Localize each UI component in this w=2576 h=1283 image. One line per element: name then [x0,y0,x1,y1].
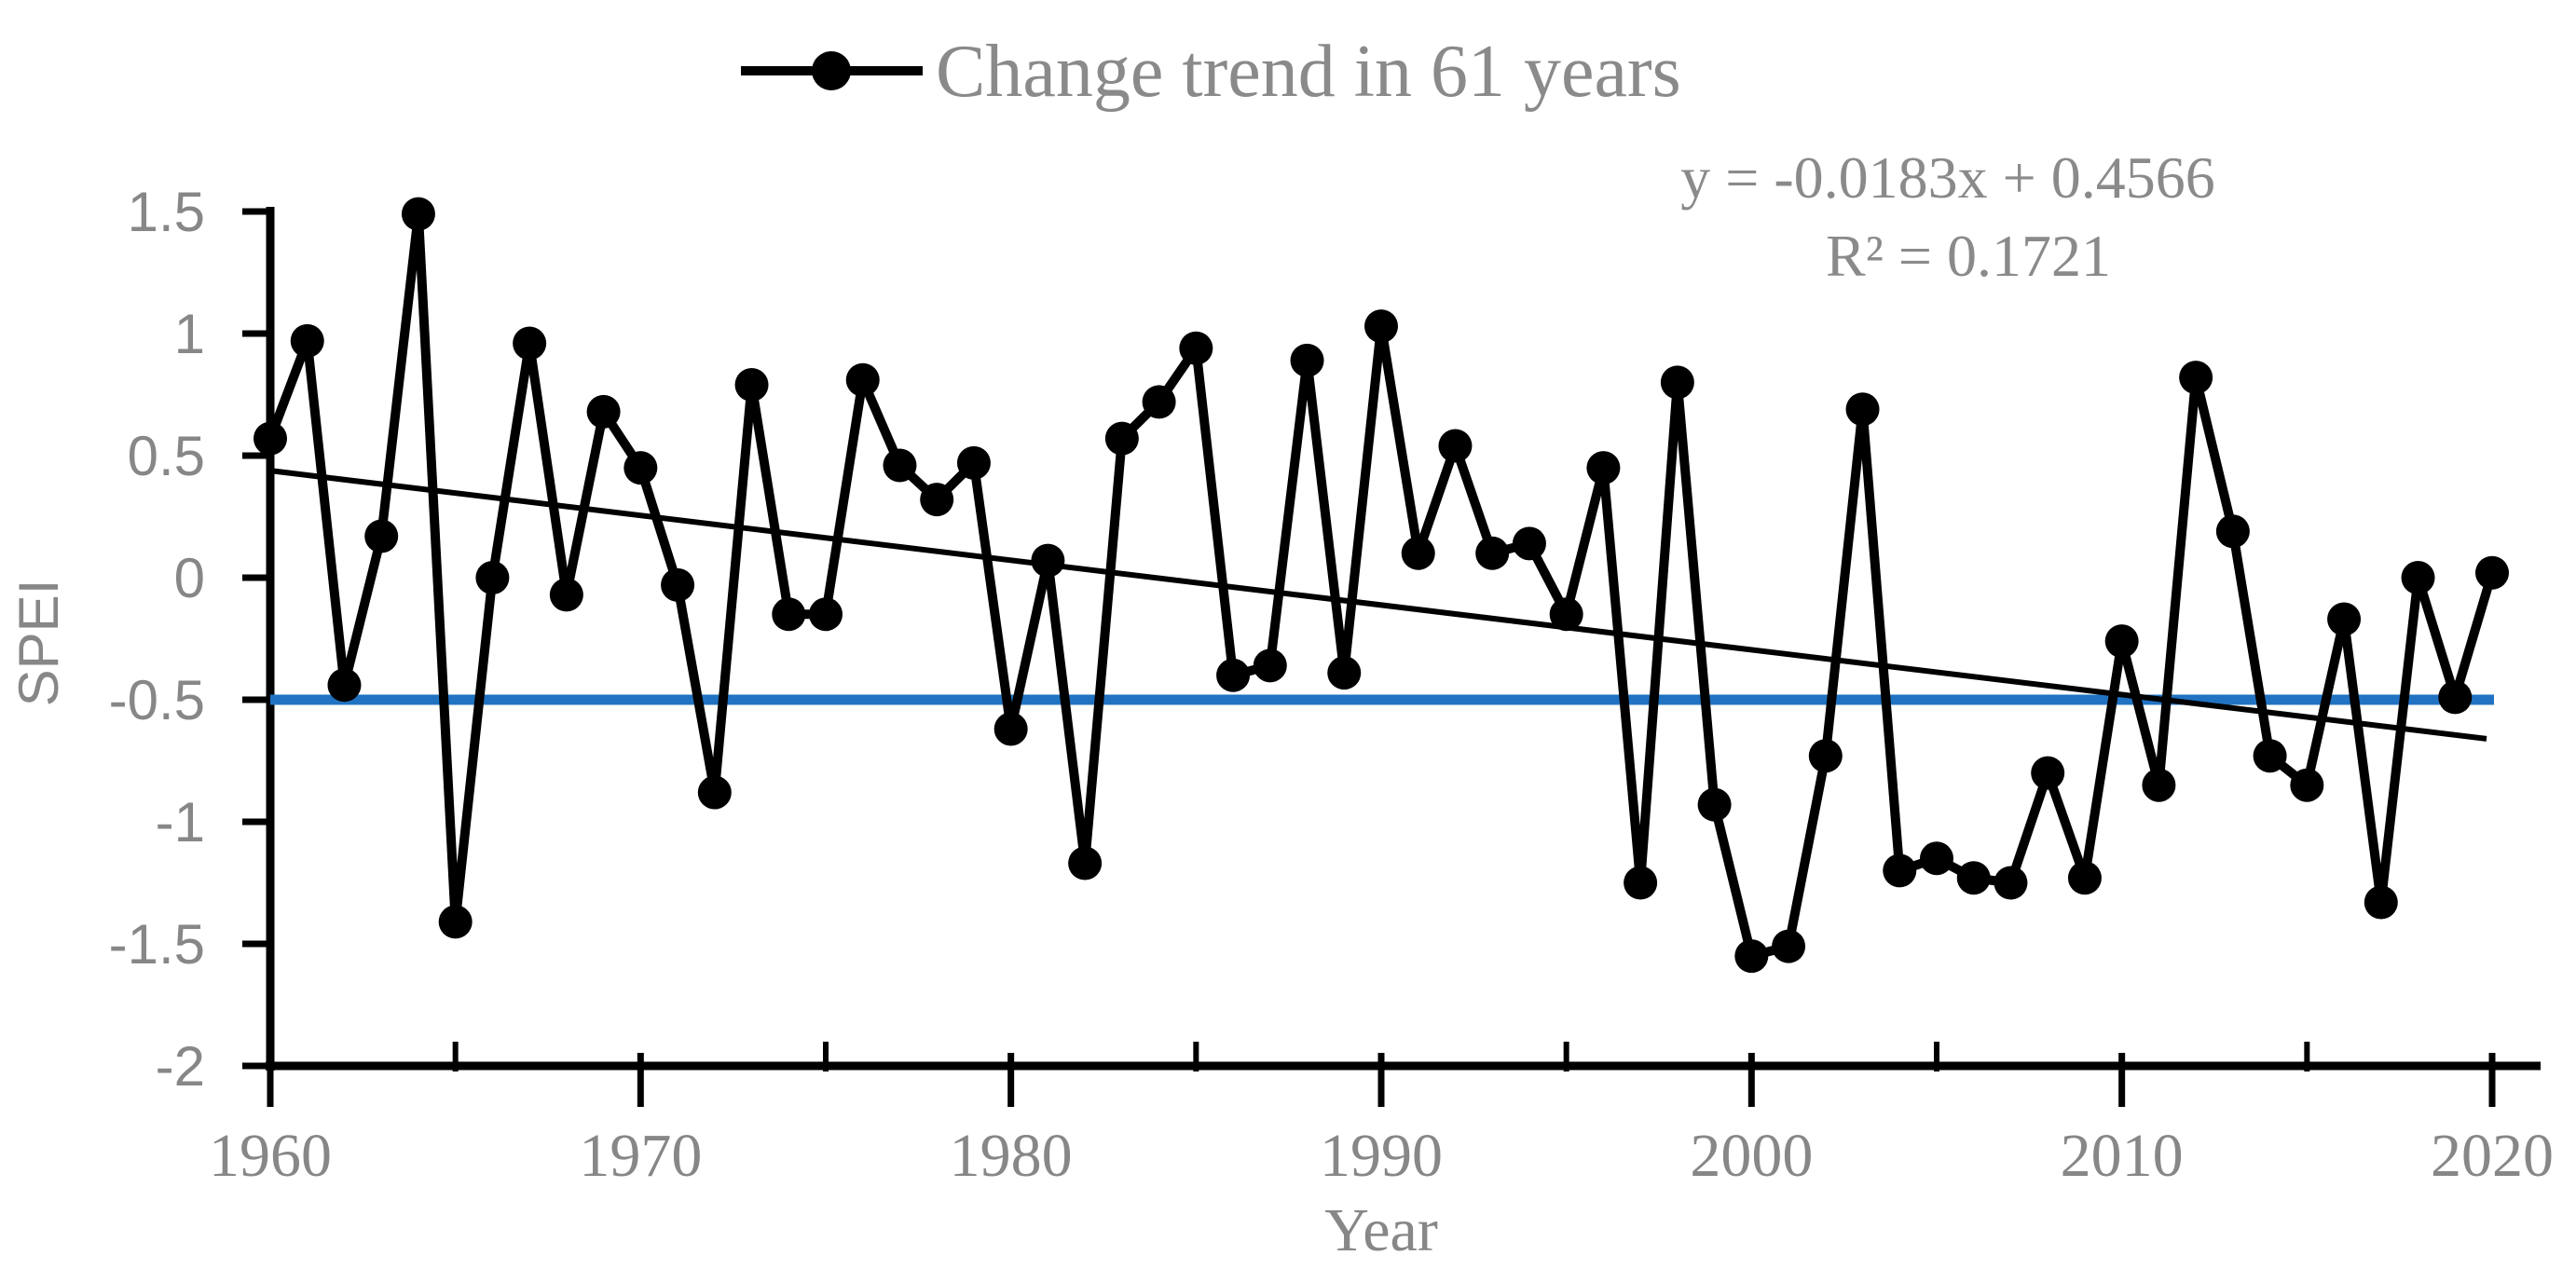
data-point-marker [1956,861,1991,895]
y-tick-label: 1 [174,303,205,365]
data-point-marker [1104,421,1139,456]
r-squared-text: R² = 0.1721 [1826,223,2111,289]
trend-equation-text: y = -0.0183x + 0.4566 [1680,144,2215,211]
legend: Change trend in 61 years [741,31,1681,113]
data-point-marker [1290,343,1324,377]
y-tick-label: -1.5 [109,913,205,976]
data-point-marker [772,597,806,632]
data-point-marker [2031,756,2065,790]
x-tick-label: 1970 [579,1122,702,1190]
data-point-marker [1512,526,1546,561]
data-point-marker [1808,739,1843,773]
data-point-marker [1401,536,1435,570]
data-point-marker [956,445,991,480]
data-point-marker [1920,841,1953,876]
data-point-marker [993,712,1028,746]
data-point-marker [845,362,880,397]
data-point-marker [1660,365,1694,400]
y-tick-label: -0.5 [109,669,205,731]
data-point-marker [1624,866,1658,900]
data-point-marker [1068,846,1103,880]
data-point-marker [661,567,695,602]
y-tick-label: 0 [174,547,205,609]
data-point-marker [327,668,362,703]
data-point-marker [1734,939,1769,974]
data-point-marker [1364,309,1398,344]
y-tick-label: -2 [156,1035,205,1098]
y-tick-label: 1.5 [128,181,205,243]
data-point-marker [2067,861,2102,895]
data-point-marker [290,323,324,358]
data-point-marker [1549,597,1583,632]
data-point-marker [475,561,510,594]
data-point-marker [697,775,732,810]
legend-label: Change trend in 61 years [936,31,1681,113]
data-point-marker [549,578,583,612]
data-point-marker [1586,451,1621,485]
data-point-marker [920,483,954,517]
data-point-marker [364,519,399,553]
data-point-marker [1994,866,2028,900]
y-axis-title: SPEI [7,580,70,707]
data-point-marker [1216,658,1251,692]
data-point-marker [2327,602,2362,636]
data-point-marker [2104,624,2139,659]
data-point-marker [513,326,547,361]
x-tick-label: 1990 [1320,1122,1443,1190]
data-point-marker [1883,853,1917,888]
data-point-marker [2215,514,2250,549]
data-point-marker [2179,361,2213,395]
y-tick-label: 0.5 [128,425,205,487]
legend-marker-icon [812,51,851,90]
data-point-marker [2438,680,2473,715]
data-point-marker [734,368,769,403]
y-tick-label: -1 [156,791,205,853]
x-tick-label: 2010 [2061,1122,2184,1190]
data-point-marker [2475,555,2509,590]
data-point-marker [1327,656,1362,690]
data-point-marker [2364,885,2398,920]
x-tick-label: 1980 [950,1122,1073,1190]
data-point-marker [2401,561,2435,594]
data-point-marker [1438,429,1473,463]
data-point-marker [1031,543,1065,578]
data-point-marker [586,394,621,429]
data-series-group [253,197,2509,974]
data-point-marker [1845,392,1880,427]
data-point-marker [1475,536,1510,570]
data-point-marker [2253,739,2287,773]
data-point-marker [1179,331,1213,365]
data-point-marker [623,451,658,485]
data-point-marker [1142,385,1176,419]
x-tick-label: 2020 [2431,1122,2554,1190]
data-point-marker [1697,787,1732,822]
data-point-marker [401,197,435,231]
data-point-marker [1253,648,1287,683]
x-tick-label: 2000 [1690,1122,1813,1190]
data-point-marker [883,448,917,483]
data-point-marker [253,421,287,456]
x-tick-label: 1960 [209,1122,332,1190]
data-point-marker [809,597,843,632]
x-axis-title: Year [1324,1196,1438,1264]
data-point-marker [2290,768,2324,802]
data-point-marker [438,905,473,939]
data-point-marker [2142,768,2176,802]
data-point-marker [1772,929,1806,963]
